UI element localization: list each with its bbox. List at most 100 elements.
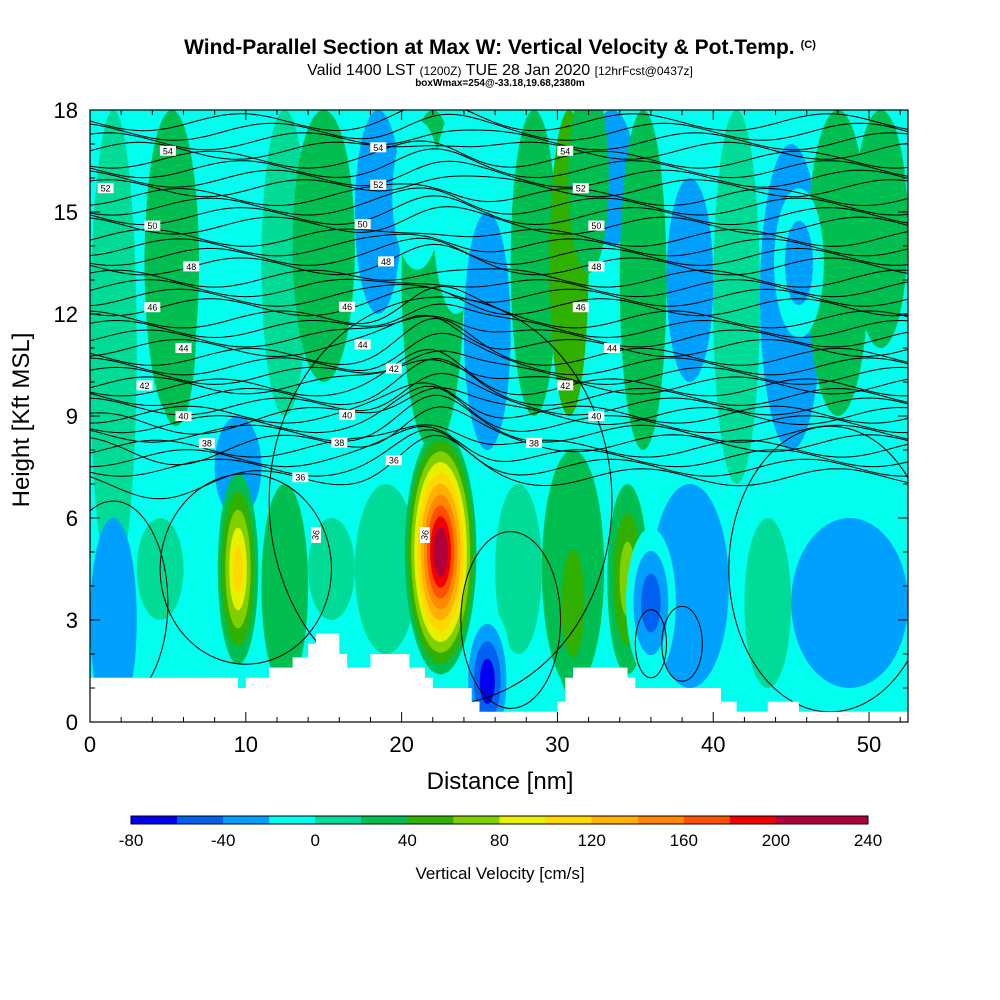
theta-contour-36 [159,473,333,665]
w-band [354,484,418,654]
contour-label: 50 [591,221,601,231]
contour-label-bg [354,219,371,230]
colorbar-bin [453,816,500,824]
contour-label-bg [183,261,200,272]
subtitle-valid: Valid 1400 LST [307,62,416,79]
contour-label-bg [144,220,161,231]
contour-label: 44 [607,344,617,354]
contour-label-bg [557,145,574,156]
colorbar-bin [269,816,316,824]
colorbar-tick-label: 240 [854,831,882,850]
y-tick-label: 3 [66,608,78,633]
y-tick-label: 18 [54,98,78,123]
terrain [90,633,908,722]
colorbar-bin [177,816,224,824]
contour-label-bg [339,301,356,312]
contour-label-bg [159,145,176,156]
theta-contour-minor [90,372,908,416]
w-band [495,484,542,654]
contour-label: 46 [342,302,352,312]
theta-contour-52 [90,175,908,198]
theta-contour-minor [90,113,908,141]
theta-contour-minor [90,349,908,397]
x-tick-label: 20 [389,732,413,757]
contour-label: 36 [310,529,322,541]
contour-label: 52 [101,184,111,194]
copyright-mark: (C) [800,39,816,51]
contour-label-bg [385,363,402,374]
contour-label-bg [97,183,114,194]
w-band [90,518,137,722]
y-axis-title: Height [Kft MSL] [8,332,35,508]
theta-contour-minor [90,332,908,376]
subtitle-date: TUE 28 Jan 2020 [465,62,591,79]
chart-title-text: Wind-Parallel Section at Max W: Vertical… [184,36,795,59]
chart-title: Wind-Parallel Section at Max W: Vertical… [0,36,1000,60]
contour-label-bg [331,437,348,448]
contour-label-bg [588,220,605,231]
contour-label: 52 [373,180,383,190]
contour-label: 38 [202,439,212,449]
theta-contour-minor [90,358,908,407]
subtitle-box-wmax: boxWmax=254@-33.18,19.68,2380m [415,78,585,89]
theta-contour-minor [90,187,908,216]
contour-label: 40 [342,410,352,420]
contour-label: 50 [358,220,368,230]
contour-label-bg [175,343,192,353]
w-band [292,110,355,382]
theta-contour-minor [90,394,908,443]
x-tick-label: 50 [857,732,881,757]
y-tick-label: 9 [66,404,78,429]
theta-contour-minor [90,237,908,266]
colorbar-bin [315,816,362,824]
y-tick-label: 0 [66,710,78,735]
colorbar-bin [637,816,685,824]
colorbar-bin [223,816,270,824]
colorbar-tick-label: -80 [119,831,144,850]
theta-contour-minor [90,315,908,348]
theta-contour-minor [90,278,908,298]
contour-label: 36 [419,529,431,541]
contour-label-bg [370,179,387,190]
theta-contour-minor [90,148,908,179]
theta-contour-minor [90,129,908,151]
contour-label: 40 [178,412,188,422]
colorbar-bin [683,816,731,824]
x-tick-label: 10 [234,732,258,757]
colorbar-bin [729,816,777,824]
w-band [90,110,137,586]
colorbar-bin [545,816,593,824]
contour-label-bg [588,261,605,272]
w-core [479,658,495,704]
x-tick-label: 30 [545,732,569,757]
contour-label-bg [339,409,356,420]
contour-label: 50 [147,221,157,231]
contour-label: 44 [358,340,368,350]
theta-contour-50 [90,206,908,235]
w-band [619,110,667,450]
y-tick-label: 6 [66,506,78,531]
contour-label: 52 [576,184,586,194]
w-band [791,518,908,688]
theta-contour-minor [90,160,908,188]
contour-label: 44 [178,344,188,354]
theta-contour-minor [90,268,908,288]
contour-label-bg [572,302,589,313]
w-band [666,178,714,382]
contour-label-bg [378,256,395,267]
theta-contour-minor [90,429,908,477]
colorbar-bin [361,816,408,824]
contour-label: 48 [591,262,601,272]
contour-label-bg [370,142,387,153]
contour-label: 46 [147,303,157,313]
colorbar-title: Vertical Velocity [cm/s] [415,864,585,883]
colorbar-frame [130,815,869,825]
colorbar-tick-label: 120 [577,831,605,850]
w-core [233,545,243,593]
theta-contour-minor [90,303,908,339]
contour-label: 36 [389,456,399,466]
contour-label-bg [419,527,430,543]
contour-label-bg [385,455,402,466]
contour-label-bg [136,380,153,391]
x-tick-label: 0 [84,732,96,757]
